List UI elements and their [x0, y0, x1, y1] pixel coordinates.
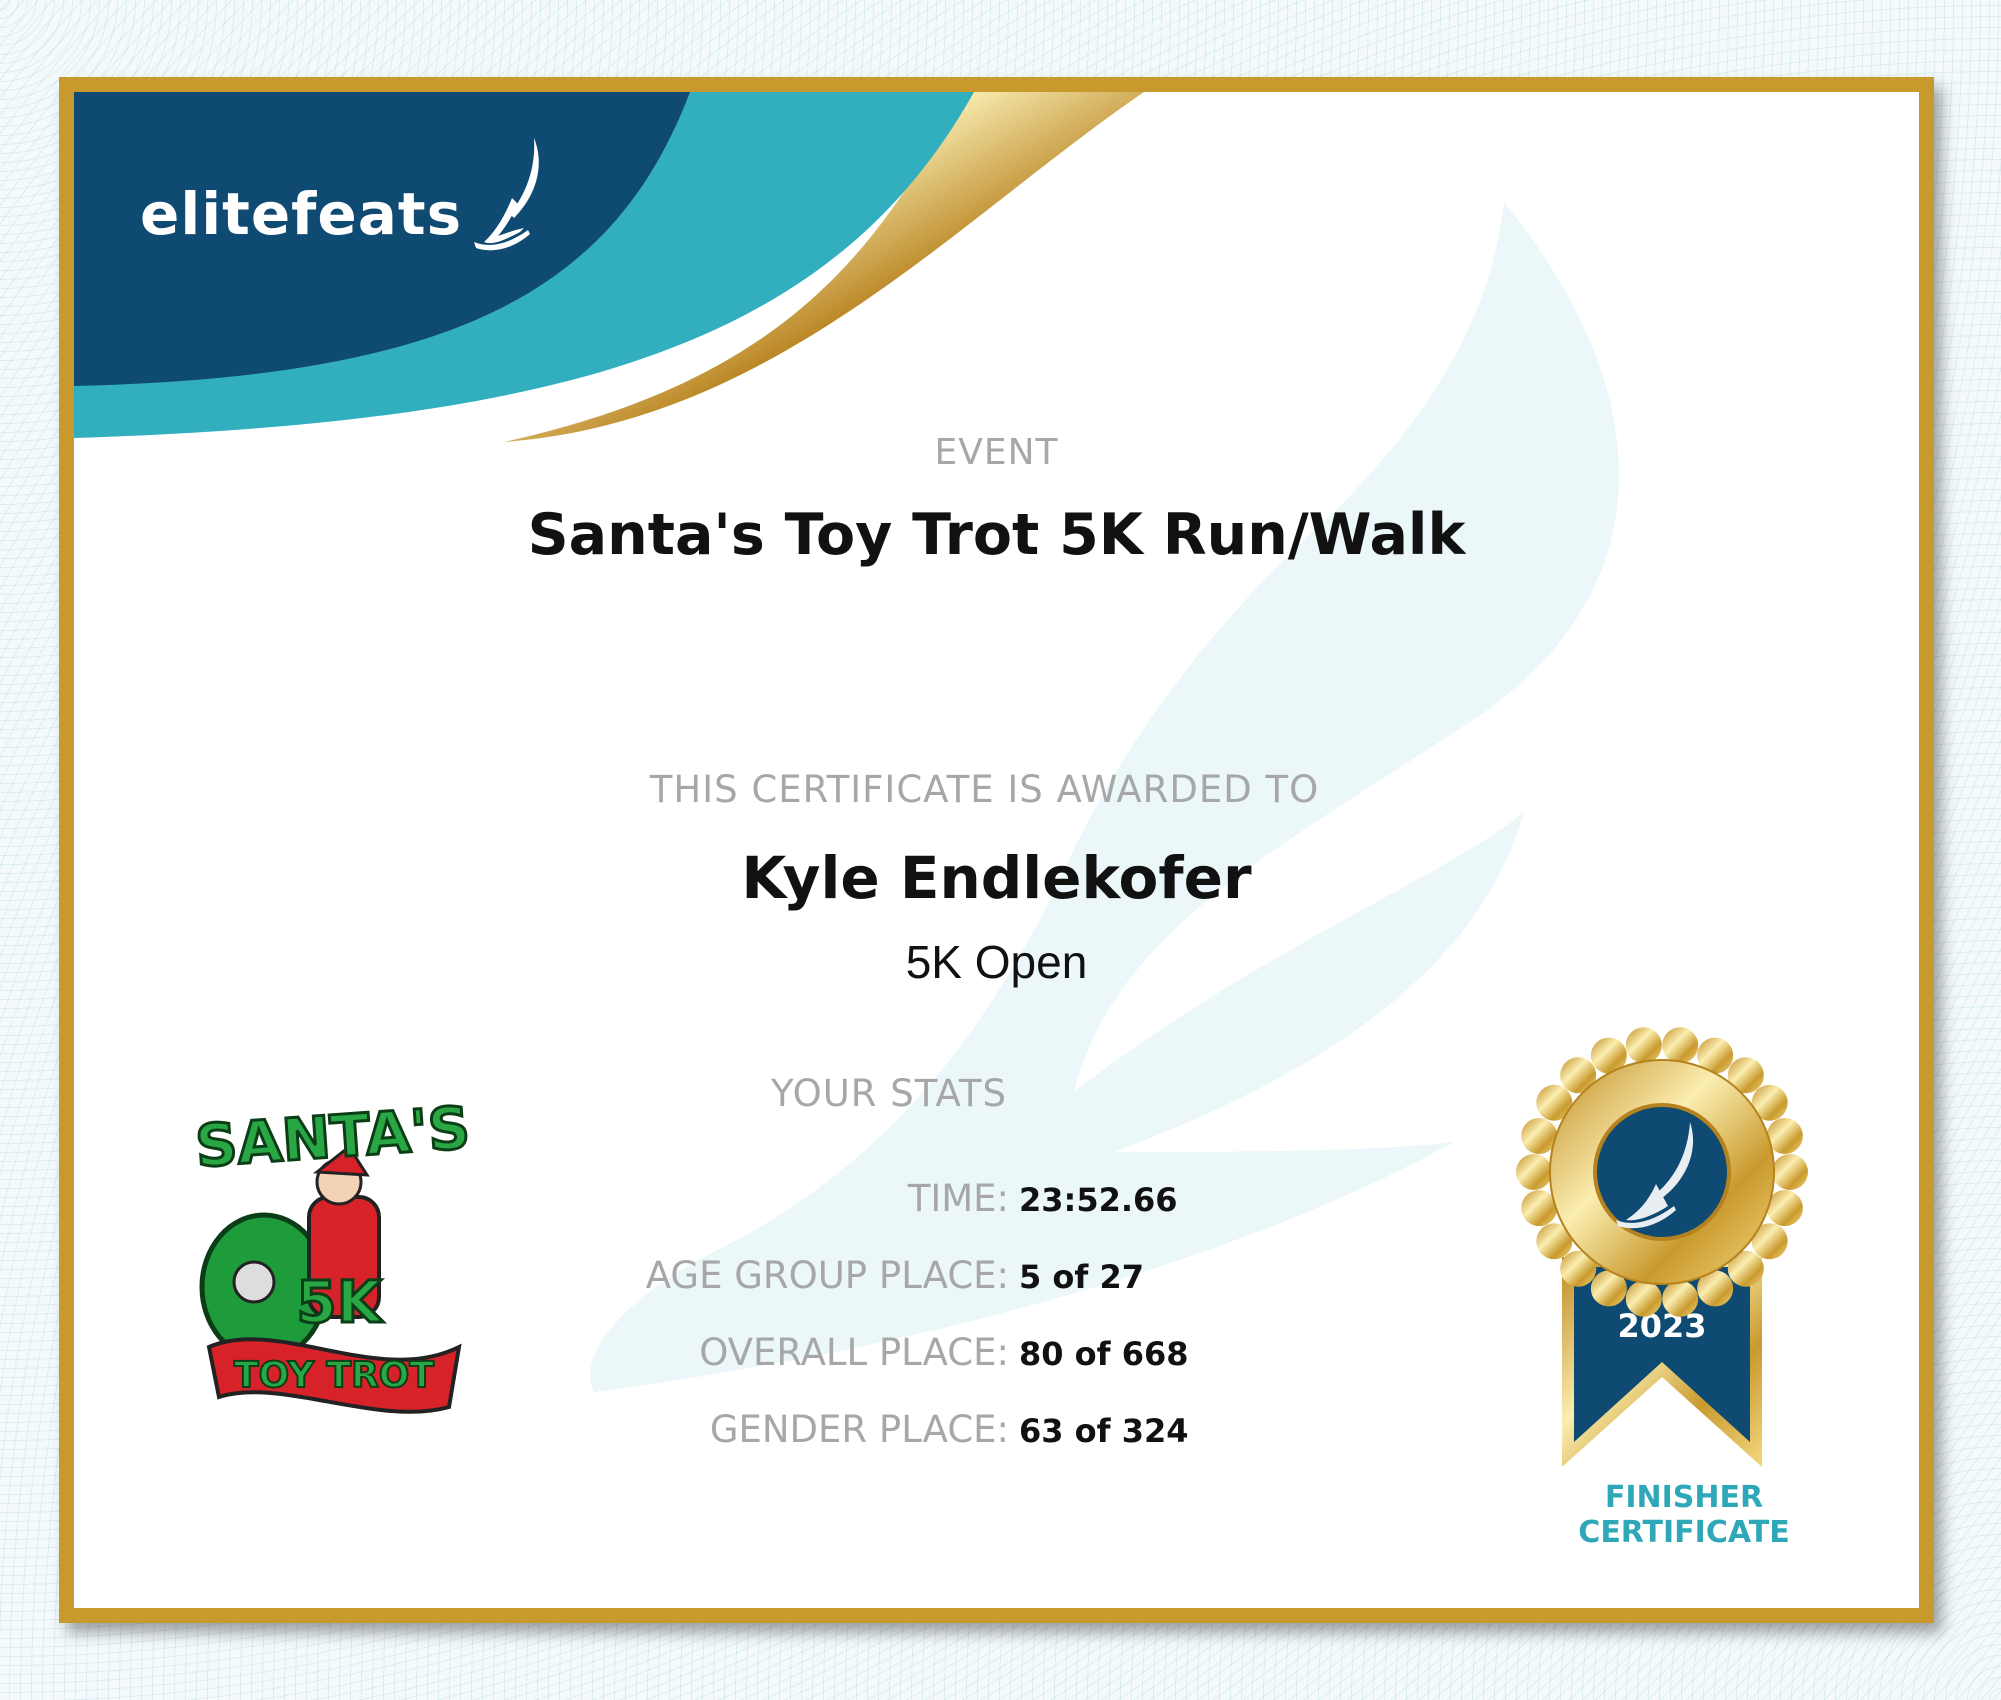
header-banner: [74, 92, 1619, 1392]
rosette-scallop: [1727, 1057, 1764, 1094]
event-logo: SANTA'S 5K TOY TROT: [192, 1097, 473, 1414]
caption-line-2: CERTIFICATE: [1578, 1515, 1790, 1550]
event-label: EVENT: [934, 432, 1059, 473]
stat-row-age-group: AGE GROUP PLACE: 5 of 27: [274, 1254, 1574, 1304]
stat-key: AGE GROUP PLACE:: [645, 1254, 1009, 1297]
award-label: THIS CERTIFICATE IS AWARDED TO: [649, 768, 1320, 811]
stat-key: GENDER PLACE:: [709, 1408, 1009, 1451]
stat-row-gender: GENDER PLACE: 63 of 324: [274, 1408, 1574, 1458]
stat-key: TIME:: [907, 1177, 1009, 1220]
rosette-scallop: [1662, 1027, 1699, 1064]
stat-row-overall: OVERALL PLACE: 80 of 668: [274, 1331, 1574, 1381]
rosette-scallop: [1590, 1270, 1627, 1307]
banner-gold-swoosh: [504, 92, 1144, 442]
rosette-scallop: [1662, 1280, 1699, 1317]
certificate: elitefeats EVENT Santa's Toy Trot 5K Run…: [59, 77, 1934, 1623]
rosette-scallop: [1751, 1084, 1788, 1121]
logo-text-toy-trot: TOY TROT: [234, 1355, 434, 1396]
recipient-name: Kyle Endlekofer: [741, 844, 1252, 912]
rosette-scallop: [1590, 1037, 1627, 1074]
rosette-scallop: [1625, 1280, 1662, 1317]
rosette-scallop: [1536, 1223, 1573, 1260]
rosette-scallop: [1521, 1117, 1558, 1154]
finisher-medal: 2023: [1516, 1027, 1808, 1467]
watermark-wing-icon: [590, 202, 1619, 1392]
rosette-scallop: [1560, 1250, 1597, 1287]
medal-year: 2023: [1617, 1307, 1706, 1345]
finisher-caption: FINISHER CERTIFICATE: [1534, 1480, 1834, 1550]
elitefeats-logo: elitefeats: [140, 180, 463, 248]
rosette-scallop: [1625, 1027, 1662, 1064]
stat-value: 5 of 27: [1019, 1258, 1144, 1296]
rosette-scallop: [1772, 1154, 1808, 1190]
rosette-scallop: [1697, 1037, 1734, 1074]
rosette-scallop: [1766, 1117, 1803, 1154]
stat-value: 80 of 668: [1019, 1335, 1189, 1373]
winged-foot-logo-icon: [474, 138, 539, 251]
stat-value: 23:52.66: [1019, 1181, 1178, 1219]
stats-label: YOUR STATS: [771, 1072, 1007, 1115]
rosette-scallop: [1516, 1154, 1552, 1190]
stat-value: 63 of 324: [1019, 1412, 1189, 1450]
event-title: Santa's Toy Trot 5K Run/Walk: [527, 502, 1466, 568]
stat-key: OVERALL PLACE:: [699, 1331, 1009, 1374]
stat-row-time: TIME: 23:52.66: [274, 1177, 1574, 1227]
rosette-scallop: [1536, 1084, 1573, 1121]
winged-foot-icon: [1616, 1122, 1694, 1229]
rosette-scallop: [1521, 1190, 1558, 1227]
rosette-scallop: [1751, 1223, 1788, 1260]
rosette-scallop: [1560, 1057, 1597, 1094]
rosette-scallop: [1766, 1190, 1803, 1227]
medal-rosette: [1516, 1027, 1808, 1317]
division: 5K Open: [905, 936, 1088, 988]
logo-text-5k: 5K: [296, 1268, 383, 1336]
rosette-scallop: [1727, 1250, 1764, 1287]
caption-line-1: FINISHER: [1604, 1480, 1764, 1515]
logo-text-santas: SANTA'S: [193, 1097, 472, 1181]
rosette-scallop: [1697, 1270, 1734, 1307]
